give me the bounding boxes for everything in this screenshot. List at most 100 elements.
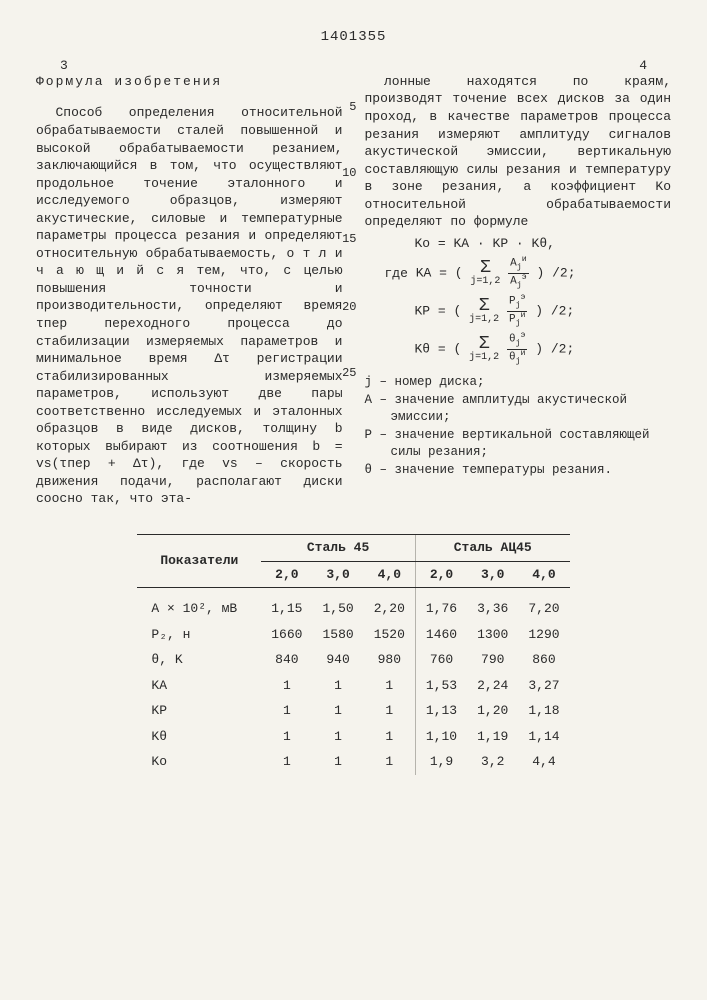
sigma-icon: Σj=1,2 [469,335,499,363]
formula-title: Формула изобретения [36,73,343,91]
table-row: θ, K840940980760790860 [137,647,569,673]
equation-main: Ko = KA · KP · Kθ, [415,235,672,253]
data-table: Показатели Сталь 45 Сталь АЦ45 2,0 3,0 4… [137,534,569,775]
row-label: KP [137,698,261,724]
row-label: A × 10², мВ [137,588,261,622]
table-cell: 1 [261,673,312,699]
table-cell: 1,15 [261,588,312,622]
table-cell: 1 [364,673,416,699]
table-cell: 1 [312,673,363,699]
left-paragraph: Способ определения относительной обрабат… [36,104,343,508]
table-subheader: 3,0 [312,561,363,588]
table-cell: 1580 [312,622,363,648]
table-cell: 1,18 [518,698,569,724]
table-cell: 1,76 [415,588,467,622]
table-subheader: 4,0 [364,561,416,588]
table-cell: 1 [364,749,416,775]
table-cell: 940 [312,647,363,673]
table-cell: 3,2 [467,749,518,775]
sigma-icon: Σj=1,2 [470,259,500,287]
table-row: Kθ1111,101,191,14 [137,724,569,750]
table-cell: 1 [312,698,363,724]
def-A: A – значение амплитуды акустической эмис… [365,392,672,426]
table-cell: 980 [364,647,416,673]
table-cell: 2,24 [467,673,518,699]
eq-part: KA = ( [416,266,463,281]
table-row: KA1111,532,243,27 [137,673,569,699]
table-cell: 3,36 [467,588,518,622]
table-cell: 1 [312,724,363,750]
table-header: Сталь 45 [261,535,415,562]
table-header: Показатели [137,535,261,588]
table-cell: 7,20 [518,588,569,622]
def-P: P – значение вертикальной составляющей с… [365,427,672,461]
patent-number: 1401355 [36,28,671,47]
table-cell: 1,19 [467,724,518,750]
row-label: KA [137,673,261,699]
table-cell: 1 [312,749,363,775]
col-num-left: 3 [60,57,68,75]
fraction: θjэθjи [507,332,528,366]
row-label: θ, K [137,647,261,673]
line-num: 10 [342,165,356,181]
table-cell: 2,20 [364,588,416,622]
table-cell: 1,20 [467,698,518,724]
equation-KA: где KA = ( Σj=1,2 AjиAjэ ) /2; [415,256,672,290]
line-num: 5 [349,99,356,115]
table-row: A × 10², мВ1,151,502,201,763,367,20 [137,588,569,622]
table-cell: 1660 [261,622,312,648]
table-cell: 1 [261,698,312,724]
equation-Kth: Kθ = ( Σj=1,2 θjэθjи ) /2; [415,332,672,366]
table-subheader: 4,0 [518,561,569,588]
table-cell: 840 [261,647,312,673]
table-cell: 1,53 [415,673,467,699]
row-label: P₂, н [137,622,261,648]
table-row: P₂, н166015801520146013001290 [137,622,569,648]
table-cell: 1300 [467,622,518,648]
table-cell: 3,27 [518,673,569,699]
table-row: KP1111,131,201,18 [137,698,569,724]
two-column-text: 3 5 10 15 20 25 Формула изобретения Спос… [36,57,671,510]
table-cell: 1460 [415,622,467,648]
row-label: Kθ [137,724,261,750]
where-label: где [385,266,408,281]
left-column: 3 5 10 15 20 25 Формула изобретения Спос… [36,57,343,510]
eq-part: KP = ( [415,304,462,319]
definitions: j – номер диска; A – значение амплитуды … [365,374,672,478]
table-cell: 1,10 [415,724,467,750]
row-label: Ko [137,749,261,775]
table-cell: 760 [415,647,467,673]
table-header: Сталь АЦ45 [415,535,569,562]
table-cell: 790 [467,647,518,673]
table-cell: 1,14 [518,724,569,750]
eq-part: ) /2; [535,342,574,357]
table-cell: 860 [518,647,569,673]
eq-part: ) /2; [535,304,574,319]
eq-part: Kθ = ( [415,342,462,357]
fraction: AjиAjэ [508,256,529,290]
def-j: j – номер диска; [365,374,672,391]
col-num-right: 4 [639,57,647,75]
table-cell: 1290 [518,622,569,648]
table-cell: 1 [364,698,416,724]
line-num: 15 [342,231,356,247]
table-cell: 1,13 [415,698,467,724]
table-subheader: 3,0 [467,561,518,588]
table-cell: 1 [261,749,312,775]
fraction: PjэPjи [507,294,528,328]
eq-part: ) /2; [537,266,576,281]
table-cell: 4,4 [518,749,569,775]
line-num: 20 [342,299,356,315]
right-paragraph: лонные находятся по краям, производят то… [365,73,672,231]
table-cell: 1 [261,724,312,750]
sigma-icon: Σj=1,2 [469,297,499,325]
right-column: 4 лонные находятся по краям, производят … [365,57,672,510]
equation-KP: KP = ( Σj=1,2 PjэPjи ) /2; [415,294,672,328]
table-cell: 1 [364,724,416,750]
table-subheader: 2,0 [261,561,312,588]
table-cell: 1,9 [415,749,467,775]
table-subheader: 2,0 [415,561,467,588]
def-th: θ – значение температуры резания. [365,462,672,479]
table-cell: 1,50 [312,588,363,622]
table-row: Ko1111,93,24,4 [137,749,569,775]
